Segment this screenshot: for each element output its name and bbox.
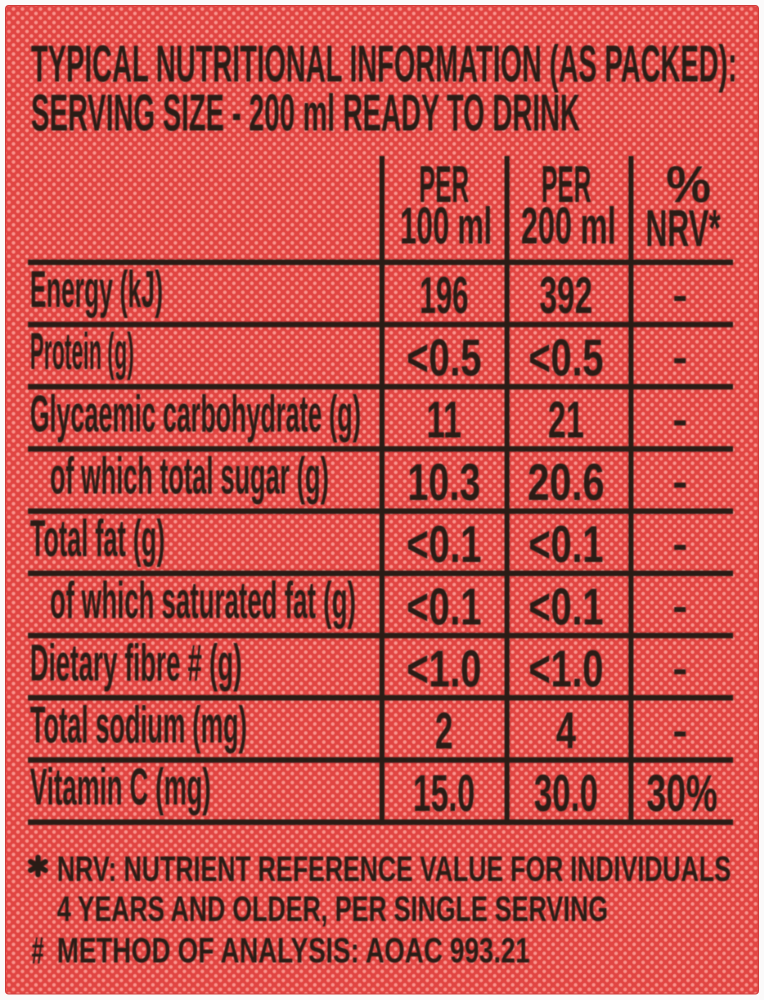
svg-text:NRV*: NRV* xyxy=(646,200,721,258)
svg-text:200 ml: 200 ml xyxy=(521,198,616,256)
svg-text:PER: PER xyxy=(541,156,591,214)
svg-text:Total fat (g): Total fat (g) xyxy=(30,510,165,568)
svg-text:Glycaemic carbohydrate (g): Glycaemic carbohydrate (g) xyxy=(30,385,361,443)
svg-text:<1.0: <1.0 xyxy=(529,640,604,698)
svg-text:of which saturated fat (g): of which saturated fat (g) xyxy=(50,572,356,630)
svg-text:100 ml: 100 ml xyxy=(400,198,492,256)
svg-text:NRV: NUTRIENT REFERENCE VALUE: NRV: NUTRIENT REFERENCE VALUE FOR INDIVI… xyxy=(57,850,731,889)
svg-text:21: 21 xyxy=(548,392,584,450)
svg-text:Protein (g): Protein (g) xyxy=(30,323,134,381)
svg-text:15.0: 15.0 xyxy=(413,765,475,823)
svg-text:2: 2 xyxy=(435,703,453,761)
svg-text:Energy (kJ): Energy (kJ) xyxy=(30,261,163,319)
svg-text:#: # xyxy=(32,931,45,973)
svg-text:<0.1: <0.1 xyxy=(407,578,482,636)
svg-text:<1.0: <1.0 xyxy=(407,640,482,698)
svg-text:4 YEARS AND OLDER, PER SINGLE: 4 YEARS AND OLDER, PER SINGLE SERVING xyxy=(57,890,608,929)
svg-text:30.0: 30.0 xyxy=(534,765,598,823)
svg-text:<0.1: <0.1 xyxy=(407,516,482,574)
svg-text:SERVING SIZE - 200 ml READY TO: SERVING SIZE - 200 ml READY TO DRINK xyxy=(31,85,580,143)
svg-text:<0.5: <0.5 xyxy=(529,329,604,387)
svg-text:20.6: 20.6 xyxy=(528,454,605,512)
svg-text:30%: 30% xyxy=(647,765,718,823)
svg-text:Dietary fibre # (g): Dietary fibre # (g) xyxy=(30,634,242,692)
svg-text:<0.1: <0.1 xyxy=(529,578,604,636)
svg-text:PER: PER xyxy=(419,156,469,214)
svg-text:%: % xyxy=(666,156,711,214)
svg-text:10.3: 10.3 xyxy=(408,454,481,512)
svg-text:<0.1: <0.1 xyxy=(529,516,604,574)
svg-text:11: 11 xyxy=(427,392,462,450)
svg-text:TYPICAL NUTRITIONAL INFORMATIO: TYPICAL NUTRITIONAL INFORMATION (AS PACK… xyxy=(31,36,737,94)
svg-text:Vitamin C (mg): Vitamin C (mg) xyxy=(30,759,211,817)
svg-text:196: 196 xyxy=(420,267,469,325)
svg-text:4: 4 xyxy=(556,703,576,761)
svg-text:<0.5: <0.5 xyxy=(407,329,482,387)
svg-text:of which total sugar (g): of which total sugar (g) xyxy=(50,448,329,506)
svg-text:392: 392 xyxy=(540,267,593,325)
svg-text:Total sodium (mg): Total sodium (mg) xyxy=(30,696,247,754)
svg-text:METHOD OF ANALYSIS: AOAC 993.2: METHOD OF ANALYSIS: AOAC 993.21 xyxy=(57,932,530,971)
